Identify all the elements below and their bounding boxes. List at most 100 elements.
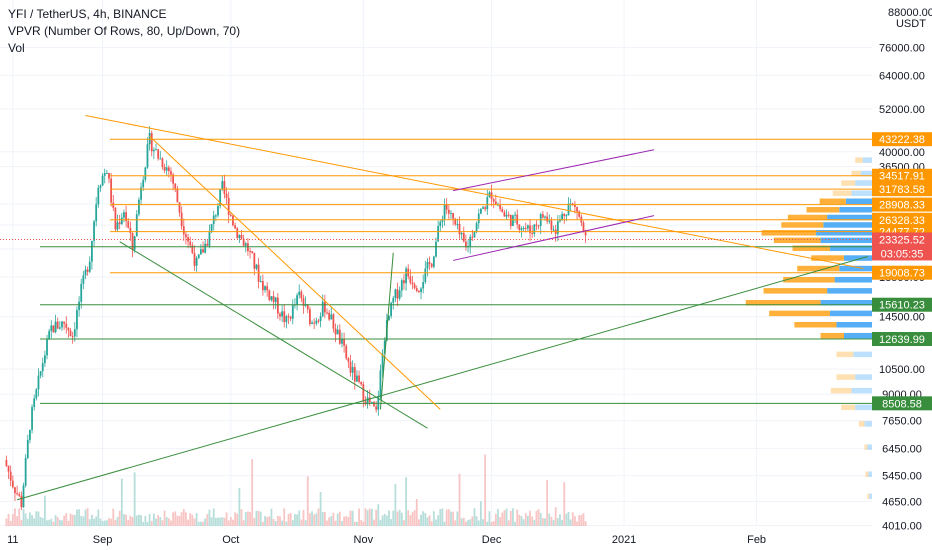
volume-bar [159,517,162,526]
volume-bar [91,514,93,526]
volume-bar [178,515,181,526]
volume-bar [257,510,260,526]
symbol-title[interactable]: YFI / TetherUS, 4h, BINANCE [8,7,167,21]
candle-body [14,487,16,494]
volume-bar [172,512,175,526]
volume-bar [155,518,157,526]
candle-body [146,144,149,168]
candle-body [33,398,36,407]
volume-bar [460,518,463,526]
candle-body [503,212,506,217]
candle-body [214,215,217,217]
trend-line [16,256,868,501]
candle-body [398,290,401,299]
volume-bar [396,511,399,526]
candle-body [550,220,553,230]
volume-bar [232,519,234,526]
volume-bar [296,514,298,526]
candle-body [204,243,207,253]
volume-bar [112,508,115,526]
time-tick-label: 11 [7,534,18,546]
candle-body [5,460,8,467]
volume-bar [518,514,521,526]
candle-body [206,243,209,246]
candle-body [311,322,313,324]
candle-body [191,245,194,254]
volume-bar [219,517,222,526]
candle-body [244,243,247,246]
candle-body [439,221,442,227]
candle-body [565,215,568,217]
volume-bar [567,511,570,526]
candle-body [178,202,181,213]
volume-bar [287,514,290,526]
vp-row-up [820,299,872,306]
volume-bar [385,515,388,526]
volume-bar [50,518,53,526]
volume-bar [326,520,328,526]
volume-bar [366,510,369,526]
candle-body [289,316,292,319]
candle-body [477,213,480,224]
candle-body [138,199,140,215]
volume-bar [99,518,102,526]
candle-body [167,167,170,172]
vp-row-up [860,170,872,177]
level-label-bg [872,182,932,197]
candle-body [78,301,80,311]
candle-body [383,340,386,354]
volume-bar [236,513,239,526]
trend-line [85,115,864,270]
candle-body [24,458,27,486]
volume-indicator-label[interactable]: Vol [8,41,25,55]
volume-bar [229,516,232,526]
volume-bar [80,515,83,526]
volume-bar [283,508,286,526]
candle-body [101,175,104,186]
candle-body [298,291,301,296]
volume-bar [486,521,489,526]
candle-body [9,471,12,481]
candle-body [392,298,395,303]
vp-row-down [851,170,861,177]
level-label: 26328.33 [879,215,925,227]
candle-body [268,290,271,300]
time-axis[interactable]: 11 Sep Oct Nov Dec 2021 Feb [7,534,766,546]
candle-body [349,361,352,373]
volume-bar [334,520,337,526]
candle-body [512,215,514,227]
candle-body [50,325,53,331]
candle-body [67,327,70,331]
vp-row-up [843,332,872,339]
vpvr-indicator-label[interactable]: VPVR (Number Of Rows, 80, Up/Down, 70) [8,24,241,38]
candle-body [261,281,264,291]
candle-body [313,322,316,324]
candle-body [479,208,482,214]
volume-bar [388,510,390,526]
price-tick-label: 10500.00 [879,364,925,376]
candle-body [73,329,76,337]
candle-body [37,375,40,390]
volume-bar [197,521,200,526]
candle-body [563,214,566,217]
candle-body [360,381,363,385]
candle-body [501,208,504,213]
vp-row-down [763,288,828,294]
candle-body [332,314,335,329]
volume-bar [452,511,454,526]
volume-bar [477,520,480,526]
candle-body [95,204,98,222]
volume-bar [95,516,98,526]
volume-bar [584,521,587,526]
volume-bar [541,518,544,526]
candle-body [217,205,219,216]
volume-bar [411,512,414,526]
candle-body [531,232,534,234]
candle-body [161,158,164,168]
volume-bar [56,517,59,526]
level-label: 8508.58 [882,398,922,410]
candle-body [375,406,378,410]
volume-bar [556,518,559,526]
